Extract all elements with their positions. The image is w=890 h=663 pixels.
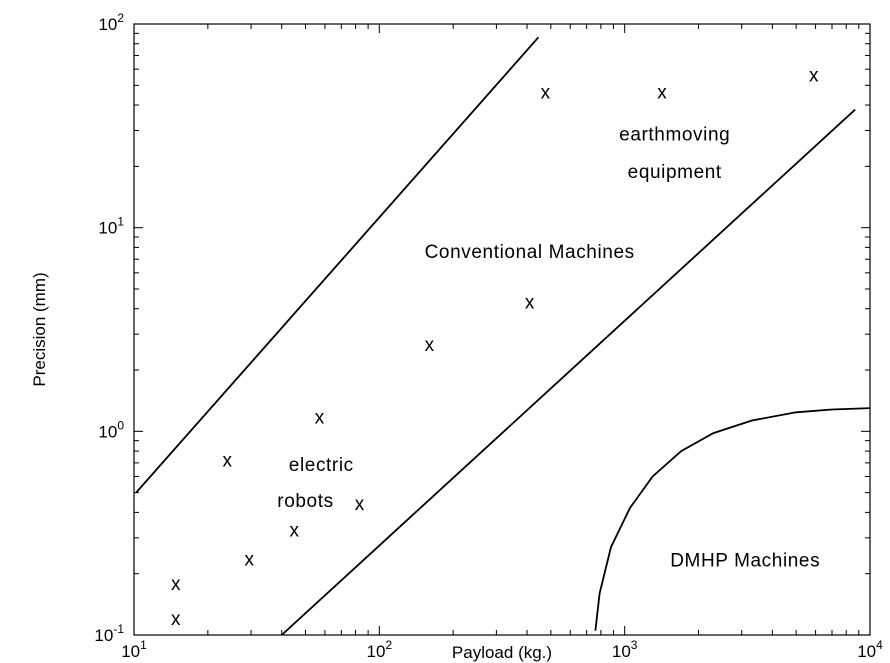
y-tick-label: 102 — [98, 11, 124, 34]
x-tick-label: 102 — [367, 638, 393, 661]
data-point: x — [809, 65, 819, 86]
dmhp-boundary-curve — [594, 407, 871, 631]
axis-ticks: 101 102 103 104 10-1 100 101 102 — [94, 11, 883, 661]
data-point: x — [425, 335, 435, 356]
x-tick-label: 104 — [857, 638, 883, 661]
data-point: x — [657, 83, 667, 104]
annotation-dmhp: DMHP Machines — [670, 550, 820, 571]
data-point: x — [171, 609, 181, 630]
data-point: x — [315, 407, 325, 428]
boundary-line-upper-boundary — [135, 36, 540, 494]
data-point: x — [525, 292, 535, 313]
annotation-electric-1: electric — [289, 455, 354, 476]
y-tick-label: 101 — [98, 215, 124, 238]
data-point: x — [245, 549, 255, 570]
y-tick-label: 100 — [98, 418, 124, 441]
data-point: x — [171, 574, 181, 595]
annotation-earthmoving-1: earthmoving — [619, 124, 730, 145]
data-point: x — [223, 450, 233, 471]
data-point: x — [290, 521, 300, 542]
boundary-line-lower-boundary — [281, 108, 856, 636]
y-tick-label: 10-1 — [94, 622, 124, 645]
annotation-conventional: Conventional Machines — [425, 242, 635, 263]
data-point: x — [355, 494, 365, 515]
x-tick-label: 103 — [612, 638, 638, 661]
annotation-electric-2: robots — [277, 491, 333, 512]
x-axis-title: Payload (kg.) — [452, 643, 552, 662]
y-axis-title: Precision (mm) — [30, 272, 49, 386]
x-tick-label: 101 — [121, 638, 147, 661]
plot-frame — [133, 23, 871, 636]
annotation-earthmoving-2: equipment — [628, 162, 722, 183]
data-point: x — [541, 83, 551, 104]
